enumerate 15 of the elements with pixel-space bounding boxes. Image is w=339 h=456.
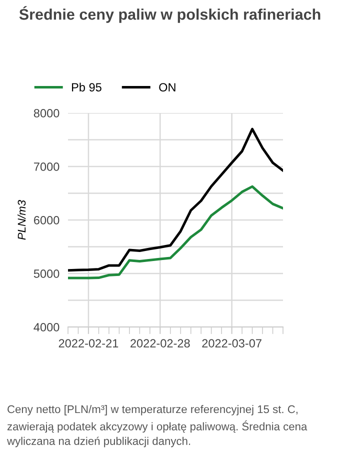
chart-title: Średnie ceny paliw w polskich rafineriach — [19, 6, 320, 23]
text: Ceny netto [PLN/m³] w temperaturze referencyjnej 15 st. C, zawierają podatek akcyzowy i opłatę paliwową. Średnia cena wyliczana na dzień publikacji danych. — [6, 405, 308, 448]
x-tick-label: 2022-02-21 — [58, 339, 118, 348]
y-tick-label: 6000 — [34, 216, 60, 224]
line-series — [68, 185, 283, 280]
y-tick-label: 8000 — [34, 109, 60, 118]
x-tick-label: 2022-02-28 — [130, 339, 190, 348]
y-tick-label: 4000 — [34, 323, 60, 332]
line-series — [68, 128, 283, 272]
legend-label: Pb 95 — [72, 82, 102, 92]
y-axis-title: PLN/m3 — [17, 200, 26, 240]
x-tick-label: 2022-03-07 — [202, 339, 262, 348]
y-tick-label: 5000 — [34, 270, 60, 278]
legend-label: ON — [159, 83, 176, 92]
y-tick-label: 7000 — [34, 162, 60, 171]
